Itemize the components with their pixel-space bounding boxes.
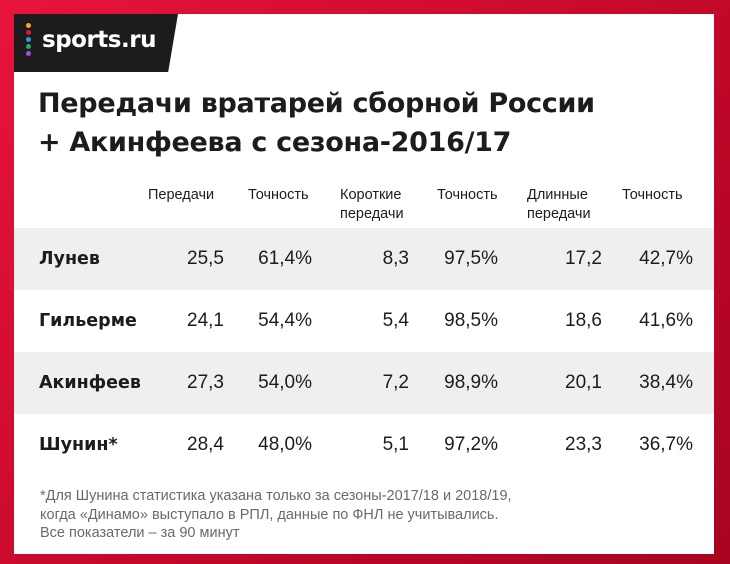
cell-accuracy: 54,0% [258,372,312,393]
cell-passes: 24,1 [187,310,224,331]
player-name: Акинфеев [39,373,141,393]
cell-long-accuracy: 41,6% [639,310,693,331]
title-line-1: Передачи вратарей сборной России [38,88,595,119]
header-accuracy: Точность [248,186,309,205]
per-90-note: Все показатели – за 90 минут [40,525,240,541]
cell-long-accuracy: 42,7% [639,248,693,269]
header-long-line1: Длинные [527,187,588,203]
cell-accuracy: 61,4% [258,248,312,269]
cell-long-accuracy: 36,7% [639,434,693,455]
cell-passes: 25,5 [187,248,224,269]
player-name: Шунин* [39,435,118,455]
page-title: Передачи вратарей сборной России + Акинф… [38,84,595,162]
cell-long-passes: 23,3 [565,434,602,455]
header-long-passes: Длинные передачи [527,186,591,224]
table-row: Шунин* 28,4 48,0% 5,1 97,2% 23,3 36,7% [14,414,714,476]
cell-short-accuracy: 97,2% [444,434,498,455]
cell-short-accuracy: 98,5% [444,310,498,331]
header-passes-line1: Передачи [148,187,215,203]
table-row: Акинфеев 27,3 54,0% 7,2 98,9% 20,1 38,4% [14,352,714,414]
cell-short-accuracy: 98,9% [444,372,498,393]
cell-long-accuracy: 38,4% [639,372,693,393]
header-long-line2: передачи [527,206,591,222]
player-name: Лунев [39,249,100,269]
cell-long-passes: 17,2 [565,248,602,269]
cell-passes: 27,3 [187,372,224,393]
cell-accuracy: 54,4% [258,310,312,331]
header-short-accuracy-line1: Точность [437,187,498,203]
title-line-2: + Акинфеева с сезона-2016/17 [38,127,512,158]
cell-accuracy: 48,0% [258,434,312,455]
logo-dots-icon [25,23,33,61]
cell-long-passes: 20,1 [565,372,602,393]
cell-short-passes: 5,4 [382,310,409,331]
table-row: Гильерме 24,1 54,4% 5,4 98,5% 18,6 41,6% [14,290,714,352]
header-short-passes: Короткие передачи [340,186,404,224]
player-name: Гильерме [39,311,137,331]
footnote-line-1: *Для Шунина статистика указана только за… [40,488,512,504]
cell-short-passes: 7,2 [382,372,409,393]
cell-passes: 28,4 [187,434,224,455]
footnote: *Для Шунина статистика указана только за… [40,487,680,525]
logo-text: sports.ru [42,27,156,53]
cell-short-accuracy: 97,5% [444,248,498,269]
header-short-accuracy: Точность [437,186,498,205]
sports-ru-logo [14,14,178,72]
cell-short-passes: 8,3 [382,248,409,269]
cell-short-passes: 5,1 [382,434,409,455]
header-accuracy-line1: Точность [248,187,309,203]
table-row: Лунев 25,5 61,4% 8,3 97,5% 17,2 42,7% [14,228,714,290]
header-passes: Передачи [148,186,214,205]
header-short-line2: передачи [340,206,404,222]
header-long-accuracy-line1: Точность [622,187,683,203]
cell-long-passes: 18,6 [565,310,602,331]
footnote-line-2: когда «Динамо» выступало в РПЛ, данные п… [40,507,499,523]
header-short-line1: Короткие [340,187,402,203]
header-long-accuracy: Точность [622,186,683,205]
